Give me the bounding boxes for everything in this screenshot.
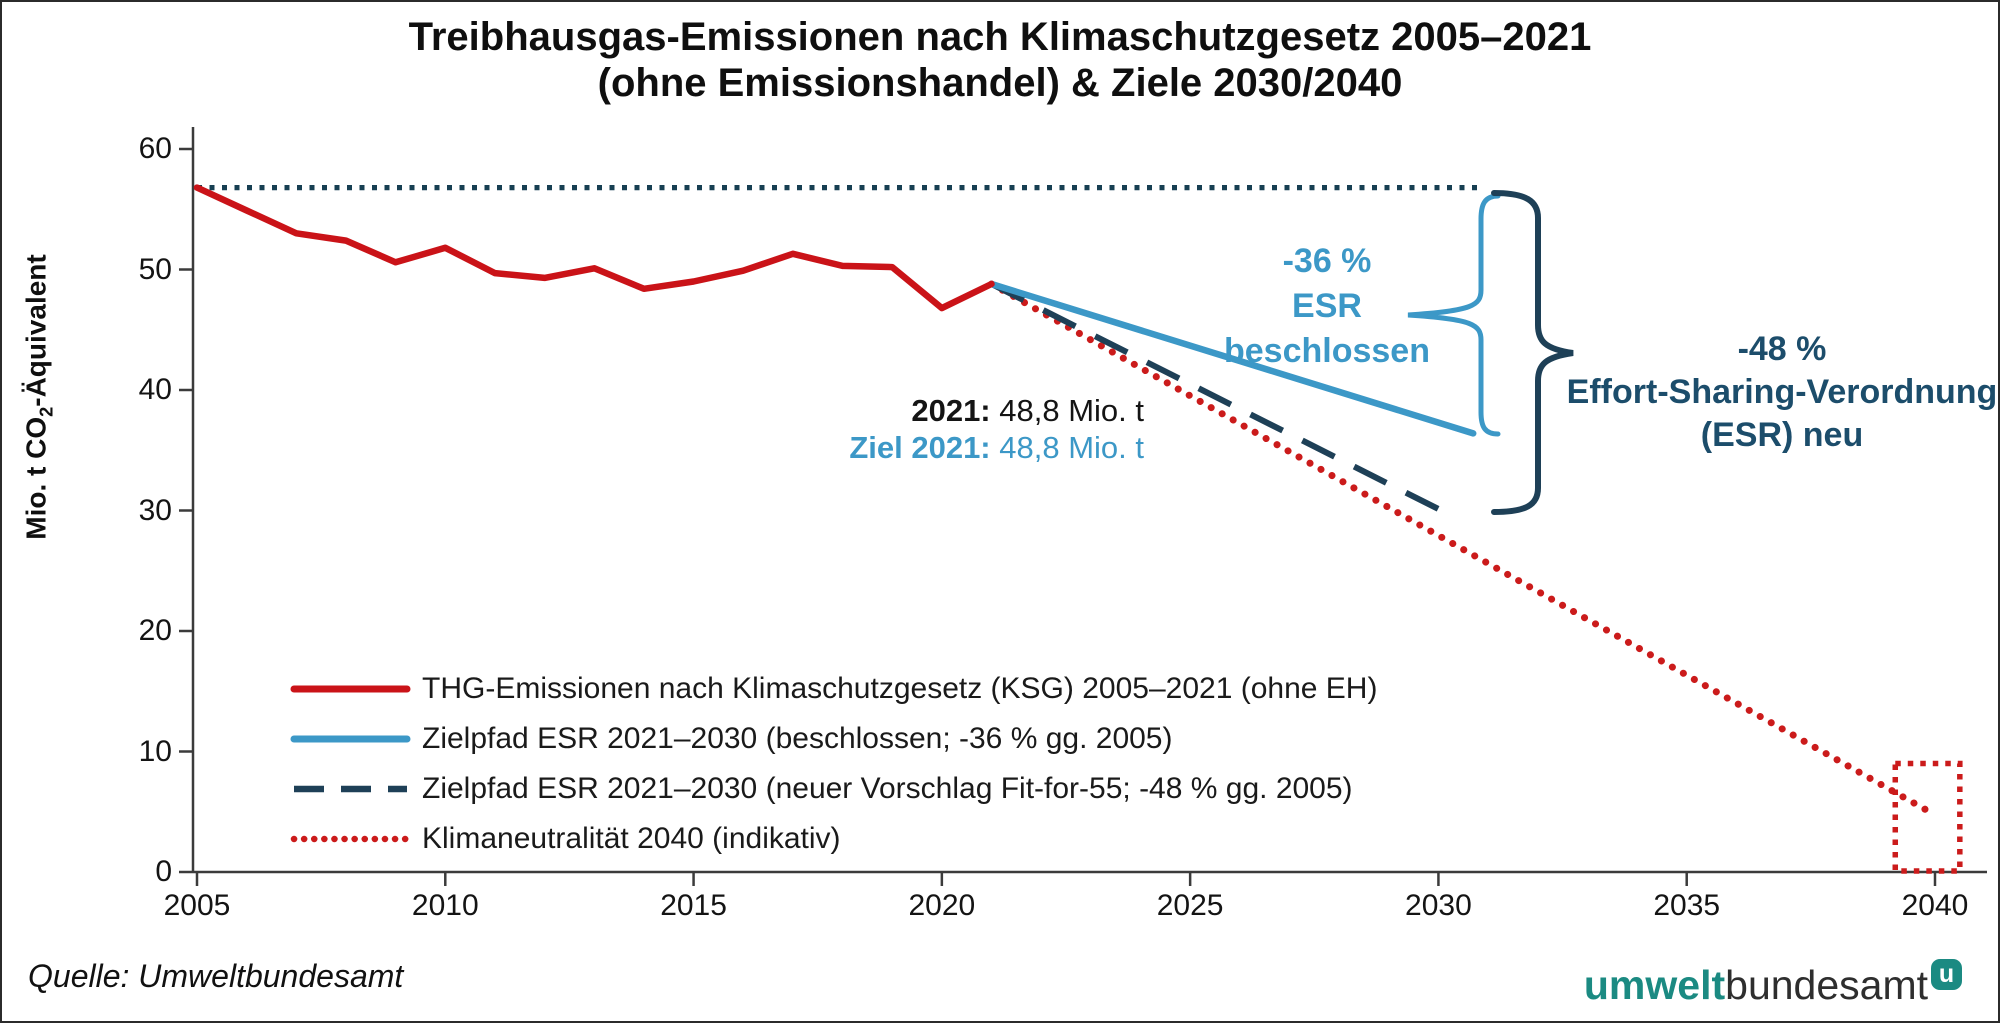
annotation-esr48-neu: (ESR) neu [1700,416,1864,454]
logo-u-badge-icon: u [1931,959,1962,990]
annotation-esr48-percent: -48 % [1737,330,1827,368]
x-tick-label: 2015 [660,889,727,922]
y-tick-label: 40 [138,373,172,406]
chart-title-line1: Treibhausgas-Emissionen nach Klimaschutz… [408,15,1592,59]
series-line-ziel36 [988,280,1477,437]
x-tick-label: 2035 [1653,889,1721,922]
annotation-2021-target-label: Ziel 2021: [849,430,991,465]
y-tick-label: 10 [138,734,172,768]
umweltbundesamt-logo: umweltbundesamt u [1583,959,1962,1009]
chart-title: Treibhausgas-Emissionen nach Klimaschutz… [2,14,1998,106]
annotation-2021-actual: 2021: 48,8 Mio. t [702,392,1144,429]
brace-esr-48 [1491,190,1574,515]
y-tick-label: 20 [138,614,172,647]
axes [191,127,1987,874]
target-box-2040 [1892,760,1963,874]
x-tick-label: 2030 [1405,889,1472,922]
annotation-2021-actual-label: 2021: [911,393,991,428]
series-line-thg [193,184,995,312]
legend-label-ziel48: Zielpfad ESR 2021–2030 (neuer Vorschlag … [422,772,1353,805]
x-tick-label: 2025 [1156,889,1224,922]
y-tick-label: 0 [155,855,172,888]
annotation-esr-48: -48 % Effort-Sharing-Verordnung (ESR) ne… [1567,328,1998,457]
annotation-2021-target-value: 48,8 Mio. t [990,430,1144,465]
annotation-esr-36: -36 % ESR beschlossen [1224,239,1430,374]
chart-title-line2: (ohne Emissionshandel) & Ziele 2030/2040 [597,61,1403,105]
y-axis-title-text: Mio. t CO [20,416,52,540]
series-line-neutral2040 [988,280,1929,813]
y-axis-title-suffix: -Äquivalent [20,254,52,407]
annotation-2021-target: Ziel 2021: 48,8 Mio. t [702,429,1144,466]
y-tick-label: 30 [138,493,172,527]
x-tick-label: 2005 [163,889,231,922]
annotation-esr36-esr: ESR [1292,287,1362,325]
annotation-2021-values: 2021: 48,8 Mio. t Ziel 2021: 48,8 Mio. t [702,392,1144,466]
logo-bundesamt-text: bundesamt [1725,962,1928,1008]
annotation-esr36-percent: -36 % [1282,242,1372,280]
y-tick-label: 50 [138,252,172,286]
annotation-2021-actual-value: 48,8 Mio. t [990,393,1144,428]
y-axis-title-subscript: 2 [36,406,57,417]
logo-umwelt-text: umwelt [1583,962,1726,1008]
brace-esr-36 [1407,193,1501,437]
x-tick-label: 2010 [411,889,479,922]
y-tick-label: 60 [138,132,172,165]
legend-label-thg: THG-Emissionen nach Klimaschutzgesetz (K… [422,672,1378,705]
x-tick-label: 2020 [908,889,976,922]
legend-label-ziel36: Zielpfad ESR 2021–2030 (beschlossen; -36… [422,722,1173,755]
annotation-esr48-verordnung: Effort-Sharing-Verordnung [1566,373,1998,411]
x-tick-label: 2040 [1901,889,1969,922]
series-line-ziel48 [990,281,1455,520]
y-axis-title: Mio. t CO2-Äquivalent [21,254,58,539]
legend-label-neutral2040: Klimaneutralität 2040 (indikativ) [422,822,841,855]
source-note: Quelle: Umweltbundesamt [28,958,404,994]
annotation-esr36-beschlossen: beschlossen [1224,332,1430,370]
